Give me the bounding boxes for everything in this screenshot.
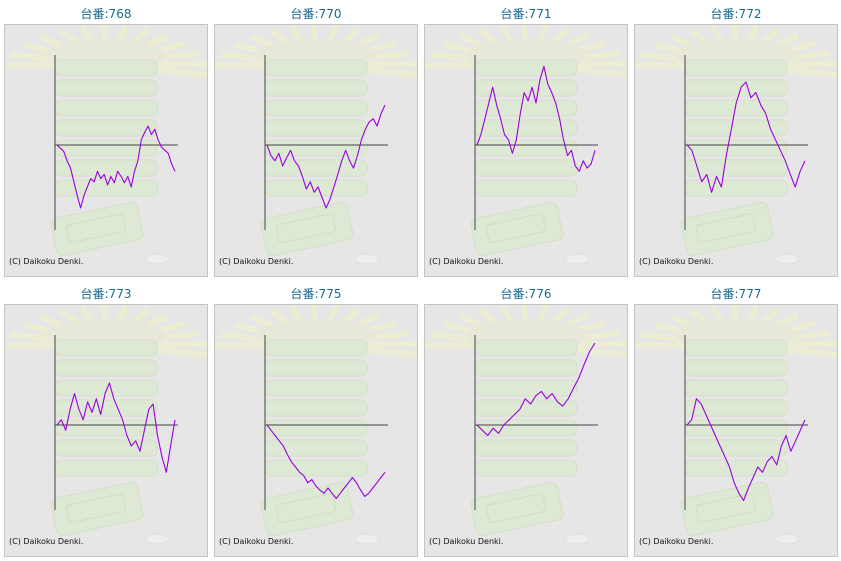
- chart-svg: [425, 25, 627, 265]
- series-line: [56, 125, 176, 209]
- chart-cell: 台番:768 (C) Daikoku Denki.: [4, 2, 208, 277]
- chart-panel: (C) Daikoku Denki.: [634, 304, 838, 557]
- chart-title[interactable]: 台番:776: [500, 287, 552, 301]
- machine-illustration-icon: [635, 305, 837, 545]
- copyright-text: (C) Daikoku Denki.: [429, 257, 504, 266]
- chart-title[interactable]: 台番:775: [290, 287, 342, 301]
- chart-svg: [635, 25, 837, 265]
- chart-panel: (C) Daikoku Denki.: [4, 304, 208, 557]
- chart-panel: (C) Daikoku Denki.: [634, 24, 838, 277]
- chart-cell: 台番:771 (C) Daikoku Denki.: [424, 2, 628, 277]
- chart-svg: [5, 305, 207, 545]
- chart-panel: (C) Daikoku Denki.: [424, 304, 628, 557]
- series-line: [686, 81, 806, 193]
- series-line: [476, 342, 596, 437]
- series-line: [476, 65, 596, 172]
- copyright-text: (C) Daikoku Denki.: [639, 537, 714, 546]
- copyright-text: (C) Daikoku Denki.: [219, 537, 294, 546]
- chart-svg: [635, 305, 837, 545]
- chart-cell: 台番:777 (C) Daikoku Denki.: [634, 282, 838, 557]
- chart-panel: (C) Daikoku Denki.: [4, 24, 208, 277]
- machine-illustration-icon: [215, 25, 417, 265]
- copyright-text: (C) Daikoku Denki.: [639, 257, 714, 266]
- chart-cell: 台番:776 (C) Daikoku Denki.: [424, 282, 628, 557]
- machine-illustration-icon: [425, 25, 627, 265]
- chart-panel: (C) Daikoku Denki.: [424, 24, 628, 277]
- series-line: [266, 424, 386, 500]
- machine-illustration-icon: [5, 25, 207, 265]
- copyright-text: (C) Daikoku Denki.: [219, 257, 294, 266]
- chart-panel: (C) Daikoku Denki.: [214, 304, 418, 557]
- series-line: [686, 398, 806, 502]
- chart-cell: 台番:772 (C) Daikoku Denki.: [634, 2, 838, 277]
- machine-illustration-icon: [215, 305, 417, 545]
- chart-cell: 台番:770 (C) Daikoku Denki.: [214, 2, 418, 277]
- chart-title[interactable]: 台番:772: [710, 7, 762, 21]
- series-line: [266, 104, 386, 209]
- chart-title[interactable]: 台番:768: [80, 7, 132, 21]
- chart-title[interactable]: 台番:770: [290, 7, 342, 21]
- machine-illustration-icon: [635, 25, 837, 265]
- chart-panel: (C) Daikoku Denki.: [214, 24, 418, 277]
- chart-cell: 台番:775 (C) Daikoku Denki.: [214, 282, 418, 557]
- chart-title[interactable]: 台番:771: [500, 7, 552, 21]
- copyright-text: (C) Daikoku Denki.: [429, 537, 504, 546]
- chart-title[interactable]: 台番:773: [80, 287, 132, 301]
- machine-illustration-icon: [425, 305, 627, 545]
- chart-cell: 台番:773 (C) Daikoku Denki.: [4, 282, 208, 557]
- chart-svg: [5, 25, 207, 265]
- copyright-text: (C) Daikoku Denki.: [9, 257, 84, 266]
- series-line: [56, 382, 176, 473]
- chart-title[interactable]: 台番:777: [710, 287, 762, 301]
- chart-svg: [425, 305, 627, 545]
- copyright-text: (C) Daikoku Denki.: [9, 537, 84, 546]
- chart-svg: [215, 25, 417, 265]
- chart-svg: [215, 305, 417, 545]
